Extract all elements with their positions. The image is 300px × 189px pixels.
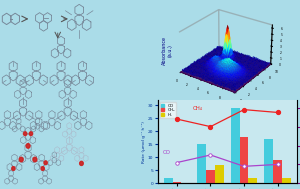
Circle shape bbox=[29, 132, 33, 136]
Y-axis label: Rate (μmol g⁻¹ h⁻¹): Rate (μmol g⁻¹ h⁻¹) bbox=[142, 121, 146, 163]
Bar bbox=[282, 178, 291, 183]
Text: CO: CO bbox=[163, 150, 171, 155]
Circle shape bbox=[80, 161, 83, 166]
Circle shape bbox=[19, 157, 23, 162]
Circle shape bbox=[33, 157, 37, 162]
Bar bbox=[240, 136, 248, 183]
Bar bbox=[273, 160, 282, 183]
Bar bbox=[206, 170, 215, 183]
Bar bbox=[164, 178, 172, 183]
Legend: CO, CH₄, H₂: CO, CH₄, H₂ bbox=[160, 102, 176, 118]
Bar bbox=[231, 108, 240, 183]
Bar bbox=[197, 144, 206, 183]
Circle shape bbox=[41, 167, 44, 170]
Circle shape bbox=[23, 132, 27, 136]
Bar bbox=[265, 139, 273, 183]
Text: CH₄: CH₄ bbox=[192, 106, 203, 111]
Circle shape bbox=[12, 167, 15, 170]
Circle shape bbox=[26, 144, 30, 148]
Text: Absorbance
(a.u.): Absorbance (a.u.) bbox=[161, 36, 172, 65]
Circle shape bbox=[44, 161, 47, 165]
Bar bbox=[248, 178, 257, 183]
Bar bbox=[215, 165, 224, 183]
Bar bbox=[172, 182, 181, 183]
